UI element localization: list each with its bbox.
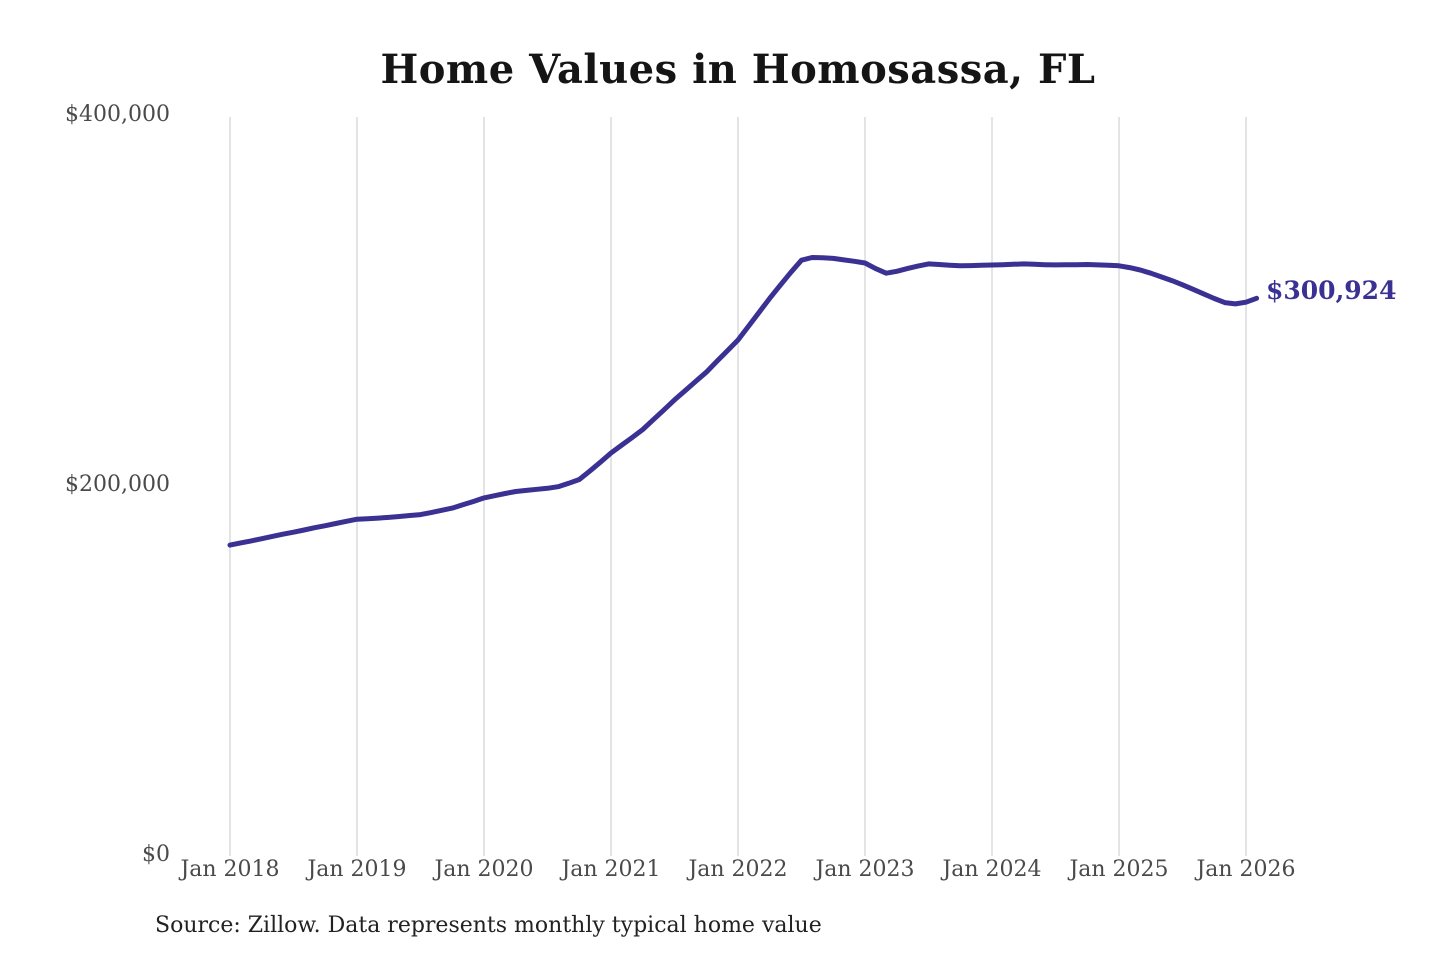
chart-title: Home Values in Homosassa, FL bbox=[380, 46, 1096, 93]
x-axis-tick-label: Jan 2022 bbox=[688, 857, 788, 882]
y-axis-tick-label-200000: $200,000 bbox=[65, 472, 170, 497]
x-axis-tick-label: Jan 2018 bbox=[180, 857, 280, 882]
x-axis-tick-label: Jan 2024 bbox=[942, 857, 1042, 882]
x-axis-tick-label: Jan 2019 bbox=[307, 857, 407, 882]
x-axis-tick-label: Jan 2023 bbox=[815, 857, 915, 882]
latest-value-label: $300,924 bbox=[1266, 276, 1397, 305]
home-value-line-series bbox=[227, 255, 1260, 548]
source-note: Source: Zillow. Data represents monthly … bbox=[155, 913, 822, 938]
y-axis-tick-label-400000: $400,000 bbox=[65, 102, 170, 127]
y-axis-tick-label-0: $0 bbox=[142, 842, 170, 867]
x-axis-tick-label: Jan 2026 bbox=[1196, 857, 1296, 882]
x-axis-tick-label: Jan 2021 bbox=[561, 857, 661, 882]
x-axis-tick-label: Jan 2020 bbox=[434, 857, 534, 882]
x-axis-tick-label: Jan 2025 bbox=[1069, 857, 1169, 882]
